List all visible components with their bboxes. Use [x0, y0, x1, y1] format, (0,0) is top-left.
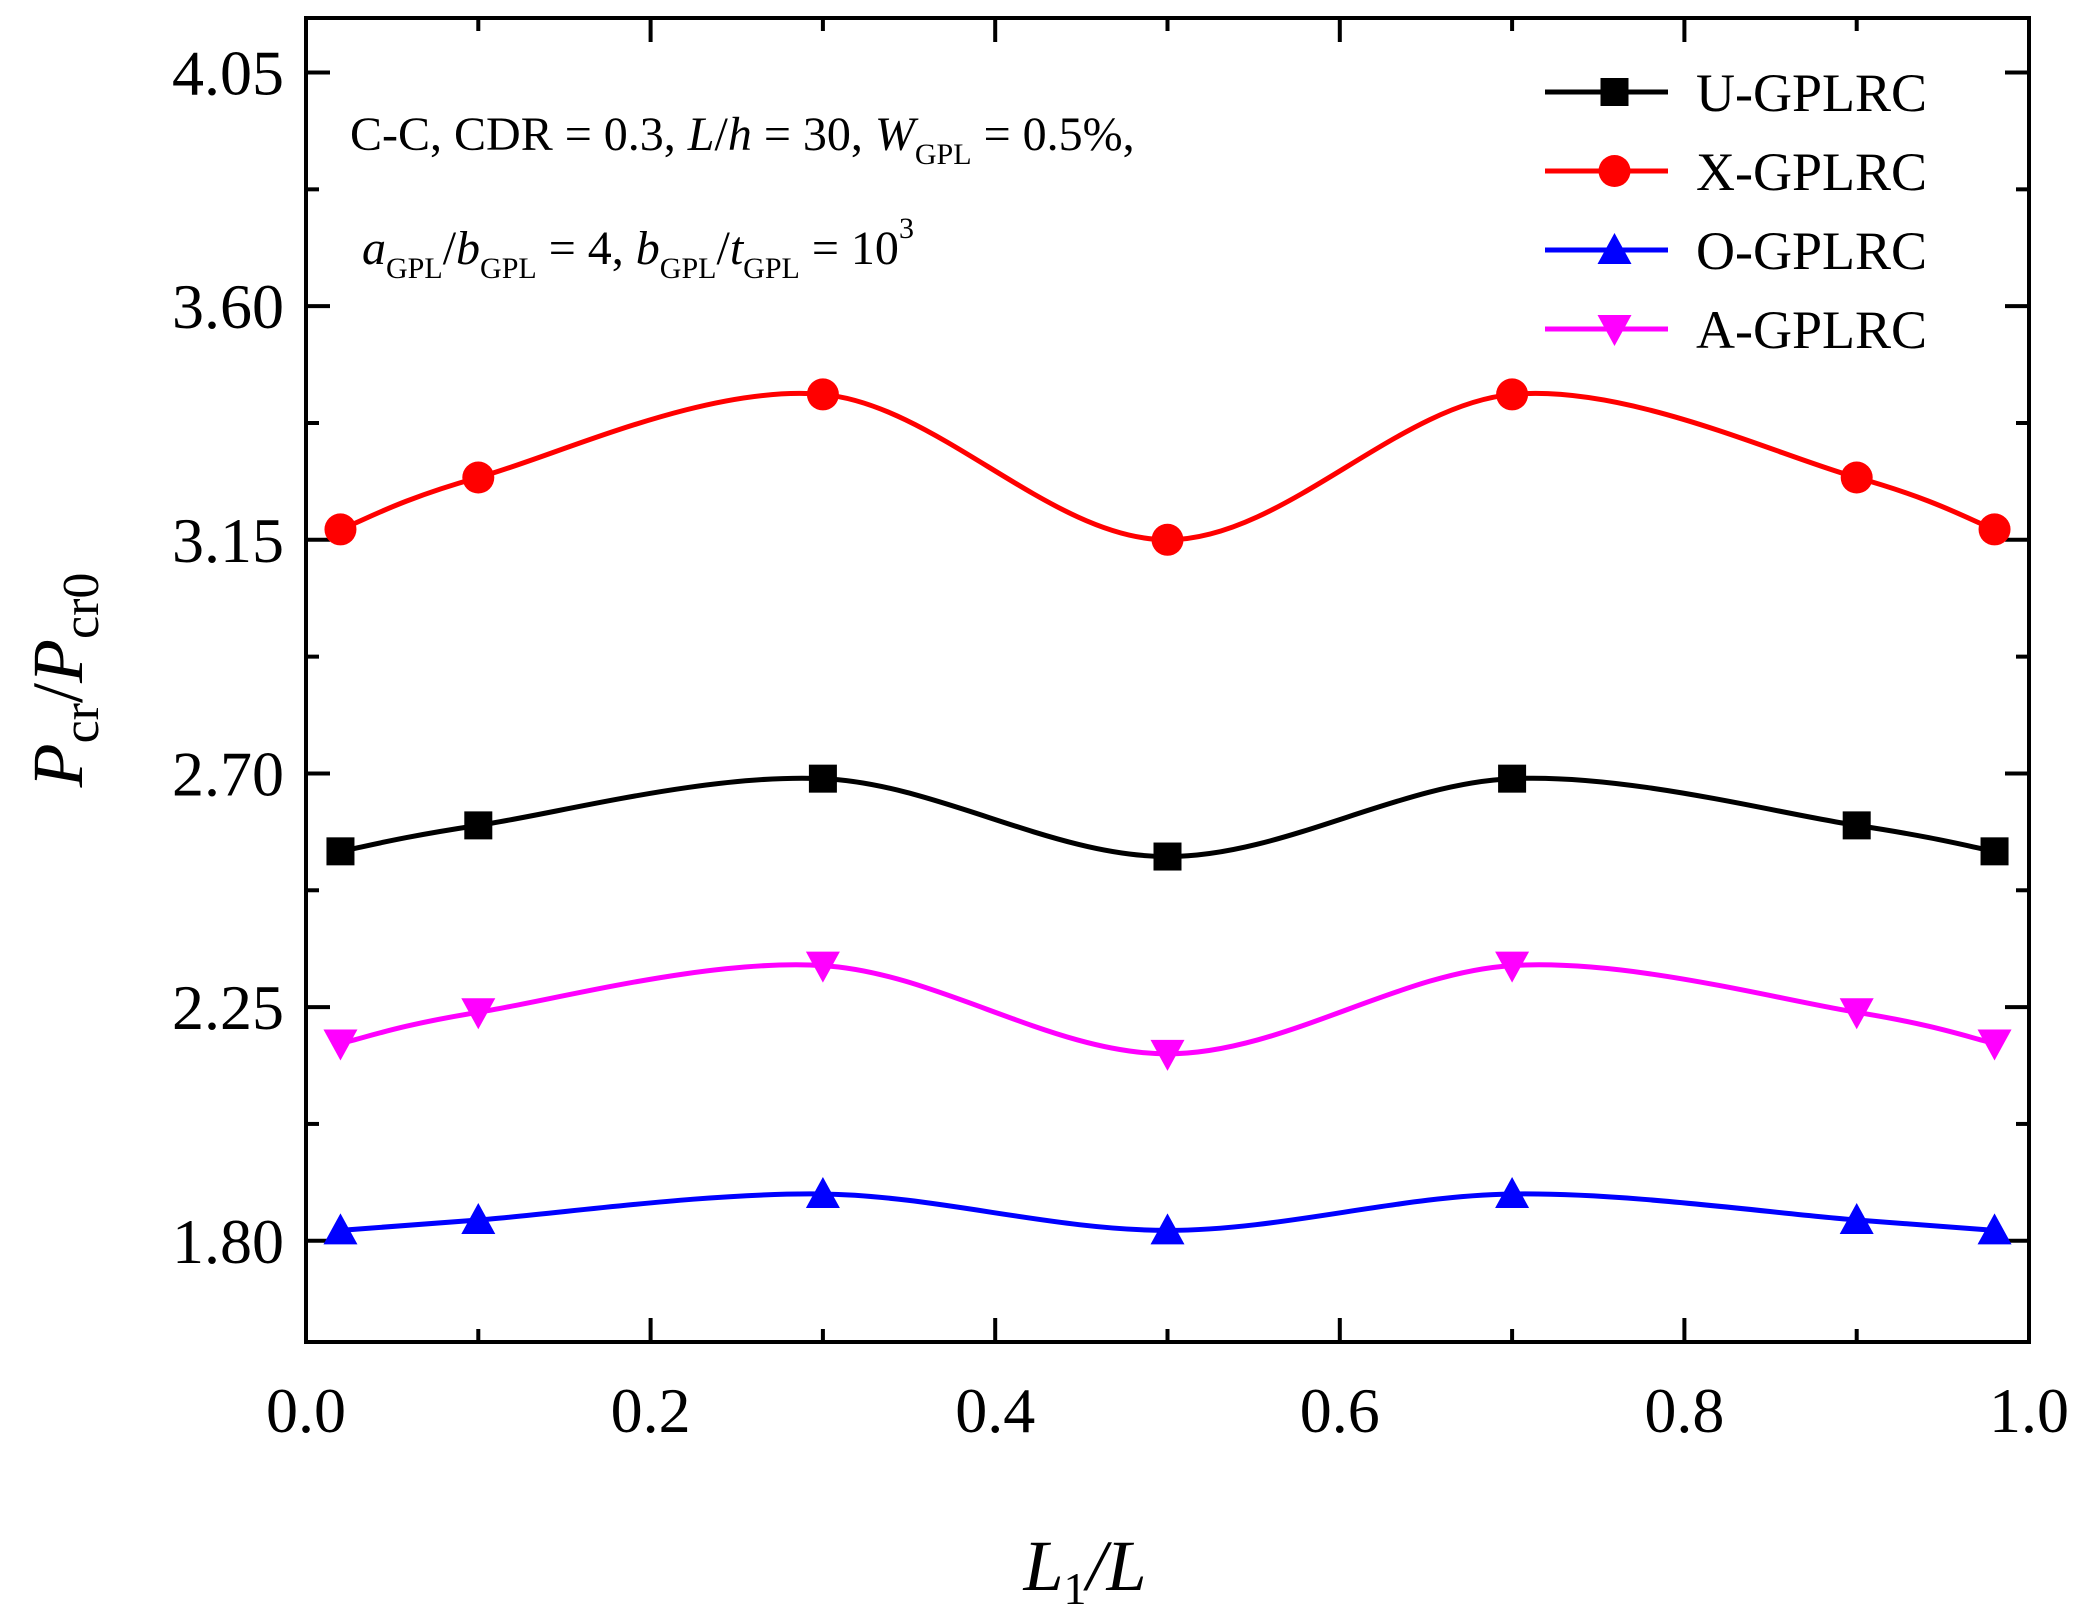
legend-label-x-gplrc: X-GPLRC: [1696, 142, 1927, 202]
data-point-a-gplrc: [1150, 1039, 1185, 1071]
y-tick-label: 3.60: [172, 271, 284, 342]
legend-label-u-gplrc: U-GPLRC: [1696, 63, 1927, 123]
data-point-x-gplrc: [1978, 513, 2011, 546]
x-tick-label: 0.8: [1644, 1375, 1724, 1446]
x-tick-label: 0.2: [611, 1375, 691, 1446]
x-tick-label: 1.0: [1989, 1375, 2069, 1446]
data-point-x-gplrc: [462, 461, 495, 494]
y-axis-title: Pcr/Pcr0: [18, 573, 110, 789]
y-tick-label: 3.15: [172, 505, 284, 576]
data-point-u-gplrc: [808, 764, 837, 793]
data-point-x-gplrc: [1496, 378, 1529, 411]
annotation-line-1: C-C, CDR = 0.3, L/h = 30, WGPL = 0.5%,: [350, 108, 1135, 171]
annotation-line-2: aGPL/bGPL = 4, bGPL/tGPL = 103: [362, 212, 914, 285]
legend-item-x-gplrc: X-GPLRC: [1545, 142, 1927, 202]
x-tick-label: 0.0: [266, 1375, 346, 1446]
y-tick-label: 2.25: [172, 972, 284, 1043]
data-point-o-gplrc: [323, 1213, 358, 1245]
data-point-o-gplrc: [805, 1177, 840, 1209]
legend-item-o-gplrc: O-GPLRC: [1545, 221, 1927, 281]
data-point-o-gplrc: [1839, 1202, 1874, 1234]
condition-annotation: C-C, CDR = 0.3, L/h = 30, WGPL = 0.5%, a…: [350, 108, 1135, 285]
data-point-x-gplrc: [324, 513, 357, 546]
data-point-o-gplrc: [461, 1202, 496, 1234]
data-point-x-gplrc: [1840, 461, 1873, 494]
data-point-a-gplrc: [1977, 1029, 2012, 1061]
legend-item-u-gplrc: U-GPLRC: [1545, 63, 1927, 123]
legend-marker-x-gplrc: [1598, 155, 1631, 187]
legend-label-o-gplrc: O-GPLRC: [1696, 221, 1927, 281]
axis-ticks: [304, 18, 2031, 1342]
legend-marker-o-gplrc: [1597, 233, 1632, 264]
data-point-a-gplrc: [323, 1029, 358, 1061]
data-point-x-gplrc: [1151, 523, 1184, 556]
x-tick-label: 0.6: [1300, 1375, 1380, 1446]
data-point-a-gplrc: [1495, 951, 1530, 983]
data-point-a-gplrc: [805, 951, 840, 983]
x-axis-title: L1/L: [1022, 1526, 1146, 1611]
data-point-o-gplrc: [1977, 1213, 2012, 1245]
data-point-x-gplrc: [806, 378, 839, 411]
data-point-u-gplrc: [1842, 811, 1871, 840]
legend-marker-a-gplrc: [1597, 315, 1632, 346]
x-tick-labels: 0.0 0.2 0.4 0.6 0.8 1.0: [266, 1375, 2069, 1446]
data-point-o-gplrc: [1150, 1213, 1185, 1245]
y-tick-labels: 1.80 2.25 2.70 3.15 3.60 4.05: [172, 38, 284, 1277]
data-point-a-gplrc: [1839, 998, 1874, 1030]
data-point-o-gplrc: [1495, 1177, 1530, 1209]
legend-label-a-gplrc: A-GPLRC: [1696, 300, 1927, 360]
x-tick-label: 0.4: [955, 1375, 1035, 1446]
y-tick-label: 2.70: [172, 738, 284, 809]
data-point-a-gplrc: [461, 998, 496, 1030]
y-tick-label: 4.05: [172, 38, 284, 109]
data-point-u-gplrc: [464, 811, 493, 840]
legend-marker-u-gplrc: [1600, 78, 1629, 106]
legend: U-GPLRC X-GPLRC O-GPLRC A-GPLRC: [1545, 63, 1927, 360]
y-tick-label: 1.80: [172, 1206, 284, 1277]
legend-item-a-gplrc: A-GPLRC: [1545, 300, 1927, 360]
data-point-u-gplrc: [1498, 764, 1527, 793]
series-markers: [323, 378, 2012, 1245]
data-point-u-gplrc: [1153, 842, 1182, 871]
data-point-u-gplrc: [326, 837, 355, 866]
data-point-u-gplrc: [1980, 837, 2009, 866]
